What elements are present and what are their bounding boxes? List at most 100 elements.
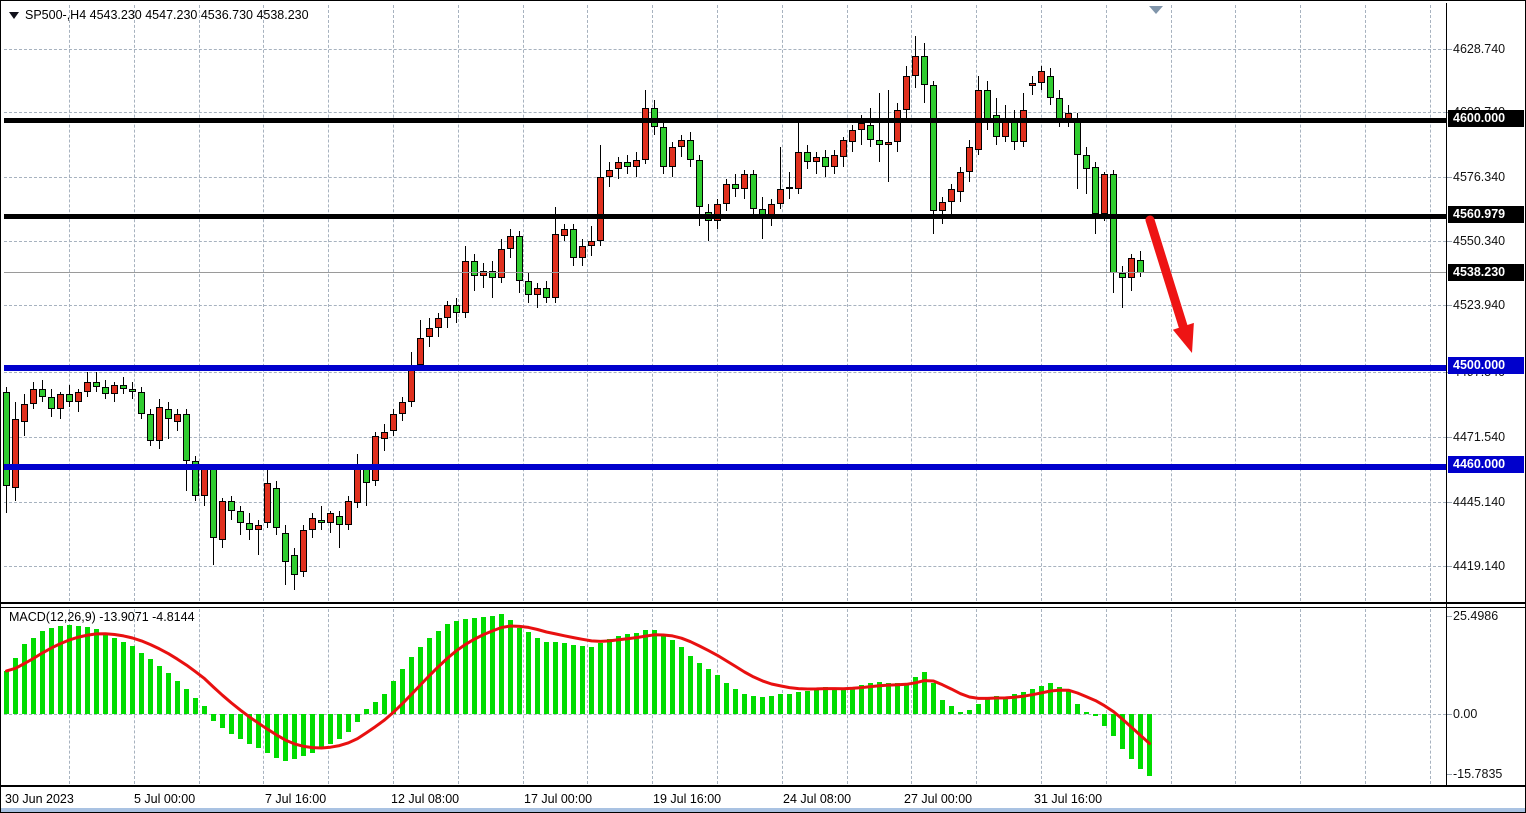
macd-histogram-bar	[859, 684, 864, 714]
macd-histogram-bar	[904, 682, 909, 714]
macd-histogram-bar	[94, 628, 99, 714]
macd-tick-label: 0.00	[1453, 707, 1478, 721]
macd-histogram-bar	[391, 681, 396, 714]
candle-bear	[624, 162, 631, 167]
candle-bull	[597, 176, 604, 242]
candle-bear	[363, 468, 370, 484]
candle-bear	[453, 305, 460, 313]
gridline-v	[1429, 609, 1431, 784]
macd-histogram-bar	[1093, 714, 1098, 716]
candle-bear	[129, 389, 136, 392]
macd-histogram-bar	[958, 712, 963, 714]
main-chart-plot[interactable]	[1, 1, 1446, 602]
macd-histogram-bar	[481, 616, 486, 714]
macd-histogram-bar	[940, 700, 945, 714]
price-badge: 4538.230	[1448, 264, 1524, 281]
price-badge: 4460.000	[1448, 456, 1524, 473]
bottom-strip	[1, 808, 1525, 812]
macd-histogram-bar	[976, 704, 981, 714]
macd-histogram-bar	[22, 644, 27, 714]
macd-histogram-bar	[913, 676, 918, 714]
macd-histogram-bar	[931, 682, 936, 714]
macd-histogram-bar	[454, 621, 459, 714]
macd-histogram-bar	[472, 618, 477, 714]
candle-bull	[444, 305, 451, 318]
gridline-v	[1041, 5, 1042, 601]
macd-histogram-bar	[1030, 688, 1035, 714]
candle-bull	[903, 75, 910, 111]
candle-bear	[66, 394, 73, 402]
gridline-h	[4, 112, 1446, 113]
macd-histogram-bar	[139, 652, 144, 714]
macd-histogram-bar	[535, 637, 540, 714]
macd-histogram-bar	[364, 709, 369, 714]
symbol-dropdown-icon[interactable]	[9, 12, 19, 19]
macd-histogram-bar	[949, 706, 954, 714]
candle-bull	[885, 142, 892, 145]
macd-histogram-bar	[121, 641, 126, 714]
macd-histogram-bar	[310, 714, 315, 753]
candle-bear	[192, 461, 199, 496]
candle-wick	[366, 463, 367, 506]
candle-bear	[210, 468, 217, 538]
macd-histogram-bar	[508, 619, 513, 714]
panel-separator[interactable]	[1, 602, 1525, 604]
macd-histogram-bar	[49, 628, 54, 714]
candle-bear	[228, 500, 235, 511]
price-tick-label: 4471.540	[1453, 430, 1506, 444]
candle-bull	[1020, 110, 1027, 143]
macd-histogram-bar	[292, 714, 297, 760]
time-tick-label: 7 Jul 16:00	[265, 792, 327, 806]
candle-bull	[480, 270, 487, 276]
macd-histogram-bar	[490, 616, 495, 714]
support-line[interactable]	[4, 365, 1446, 371]
macd-histogram-bar	[598, 643, 603, 714]
candle-wick	[789, 171, 790, 200]
price-tick-label: 4523.940	[1453, 298, 1506, 312]
resistance-line[interactable]	[4, 118, 1446, 123]
candle-bull	[912, 55, 919, 76]
resistance-line[interactable]	[4, 214, 1446, 219]
macd-histogram-bar	[409, 657, 414, 714]
candle-bull	[156, 406, 163, 442]
gridline-v	[976, 609, 978, 784]
candle-bear	[39, 389, 46, 397]
macd-histogram-bar	[445, 624, 450, 714]
candle-bull	[354, 466, 361, 504]
candle-bull	[435, 317, 442, 328]
gridline-v	[328, 5, 330, 601]
candle-bear	[336, 515, 343, 526]
candle-bull	[534, 288, 541, 296]
tick-mark	[1447, 177, 1452, 178]
support-line[interactable]	[4, 464, 1446, 470]
macd-histogram-bar	[841, 689, 846, 714]
candle-bull	[561, 228, 568, 237]
macd-histogram-bar	[796, 692, 801, 714]
tick-mark	[1447, 502, 1452, 503]
macd-histogram-bar	[1012, 694, 1017, 714]
macd-histogram-bar	[823, 687, 828, 714]
gridline-v	[911, 5, 913, 601]
macd-histogram-bar	[769, 696, 774, 714]
candle-bear	[471, 260, 478, 276]
macd-histogram-bar	[1111, 714, 1116, 736]
macd-histogram-bar	[1021, 692, 1026, 714]
gridline-h	[4, 305, 1446, 306]
candle-bear	[804, 152, 811, 163]
candle-bear	[246, 522, 253, 531]
gridline-h	[4, 502, 1446, 503]
candle-bear	[3, 391, 10, 486]
macd-histogram-bar	[1048, 683, 1053, 714]
gridline-v	[263, 5, 265, 601]
candle-bull	[174, 414, 181, 422]
candle-bull	[579, 246, 586, 259]
tick-mark	[1447, 714, 1452, 715]
macd-label: MACD(12,26,9) -13.9071 -4.8144	[9, 610, 195, 624]
macd-histogram-bar	[175, 681, 180, 714]
candle-bear	[273, 488, 280, 528]
candle-bull	[1038, 70, 1045, 83]
macd-histogram-bar	[634, 633, 639, 714]
macd-histogram-bar	[616, 635, 621, 714]
gridline-v	[133, 5, 135, 601]
macd-histogram-bar	[1057, 686, 1062, 714]
